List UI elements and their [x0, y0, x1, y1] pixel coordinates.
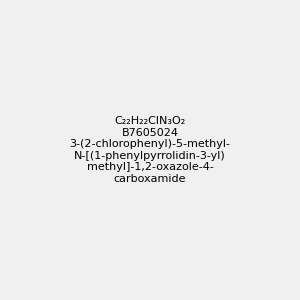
Text: C₂₂H₂₂ClN₃O₂
B7605024
3-(2-chlorophenyl)-5-methyl-
N-[(1-phenylpyrrolidin-3-yl)
: C₂₂H₂₂ClN₃O₂ B7605024 3-(2-chlorophenyl)… [70, 116, 230, 184]
